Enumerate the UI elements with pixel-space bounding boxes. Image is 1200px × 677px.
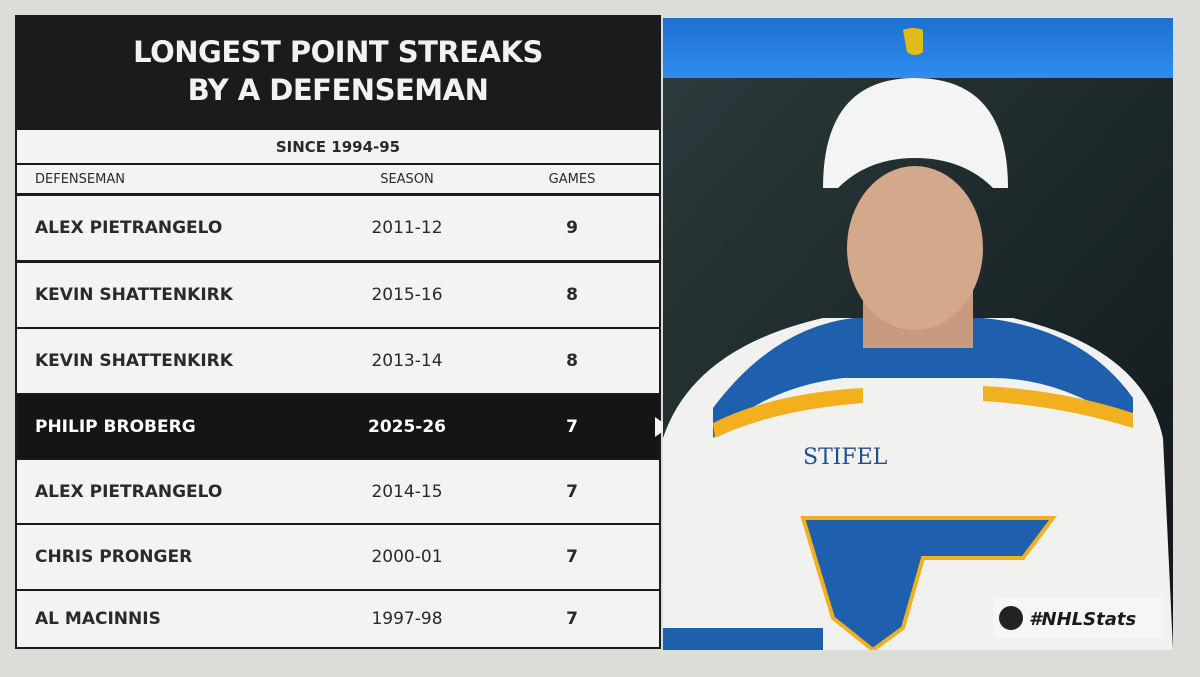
table-cell: 2011-12	[371, 218, 443, 238]
column-header: GAMES	[548, 171, 596, 187]
table-cell: 7	[566, 481, 578, 502]
table-cell: KEVIN SHATTENKIRK	[35, 351, 233, 371]
nhl-logo	[999, 606, 1023, 630]
table-cell: 8	[566, 285, 578, 305]
column-header: DEFENSEMAN	[35, 171, 125, 187]
title-line: BY A DEFENSEMAN	[187, 73, 489, 107]
jersey-crest	[800, 516, 1057, 650]
table-cell: 7	[566, 609, 578, 629]
table-cell: 2013-14	[371, 351, 443, 371]
table-cell: 7	[566, 416, 578, 437]
table-row: KEVIN SHATTENKIRK 2015-16 8	[17, 263, 659, 327]
jersey-shoulders	[713, 318, 1133, 438]
table-row: PHILIP BROBERG 2025-26 7	[17, 395, 659, 458]
table-cell: 2014-15	[371, 481, 443, 502]
subtitle: SINCE 1994-95	[275, 137, 401, 156]
table-cell: 2015-16	[371, 285, 443, 305]
jersey-stripe	[713, 388, 863, 438]
table-row: AL MACINNIS 1997-98 7	[17, 591, 659, 647]
title: LONGEST POINT STREAKS BY A DEFENSEMAN	[15, 33, 661, 109]
hashtag: #NHLStats	[1029, 609, 1136, 630]
table-row: KEVIN SHATTENKIRK 2013-14 8	[17, 329, 659, 393]
table-cell: AL MACINNIS	[35, 609, 161, 629]
face	[847, 166, 983, 330]
header-row: DEFENSEMAN SEASON GAMES	[17, 165, 659, 193]
table-row: CHRIS PRONGER 2000-01 7	[17, 525, 659, 589]
table-cell: 1997-98	[371, 609, 443, 629]
table-cell: 7	[566, 547, 578, 567]
jersey-stripe	[983, 386, 1133, 428]
table-cell: 2000-01	[371, 547, 443, 567]
table-cell: ALEX PIETRANGELO	[35, 218, 223, 238]
table-cell: CHRIS PRONGER	[35, 547, 193, 567]
table-cell: KEVIN SHATTENKIRK	[35, 285, 233, 305]
table-cell: PHILIP BROBERG	[35, 416, 196, 437]
table-cell: 9	[566, 218, 578, 238]
helmet	[823, 78, 1008, 188]
column-header: SEASON	[380, 171, 434, 187]
table-panel: LONGEST POINT STREAKS BY A DEFENSEMAN SI…	[15, 15, 669, 649]
table-cell: 2025-26	[367, 416, 447, 437]
table-cell: ALEX PIETRANGELO	[35, 481, 223, 502]
jersey-text: STIFEL	[803, 445, 888, 470]
table-row: ALEX PIETRANGELO 2011-12 9	[17, 196, 659, 260]
title-line: LONGEST POINT STREAKS	[133, 35, 543, 69]
table-cell: 8	[566, 351, 578, 371]
table-row: ALEX PIETRANGELO 2014-15 7	[17, 460, 659, 523]
player-photo: STIFEL #NHLStats	[663, 18, 1173, 650]
subtitle-row: SINCE 1994-95	[17, 130, 659, 163]
team-logo	[903, 28, 923, 55]
glove	[663, 628, 823, 650]
